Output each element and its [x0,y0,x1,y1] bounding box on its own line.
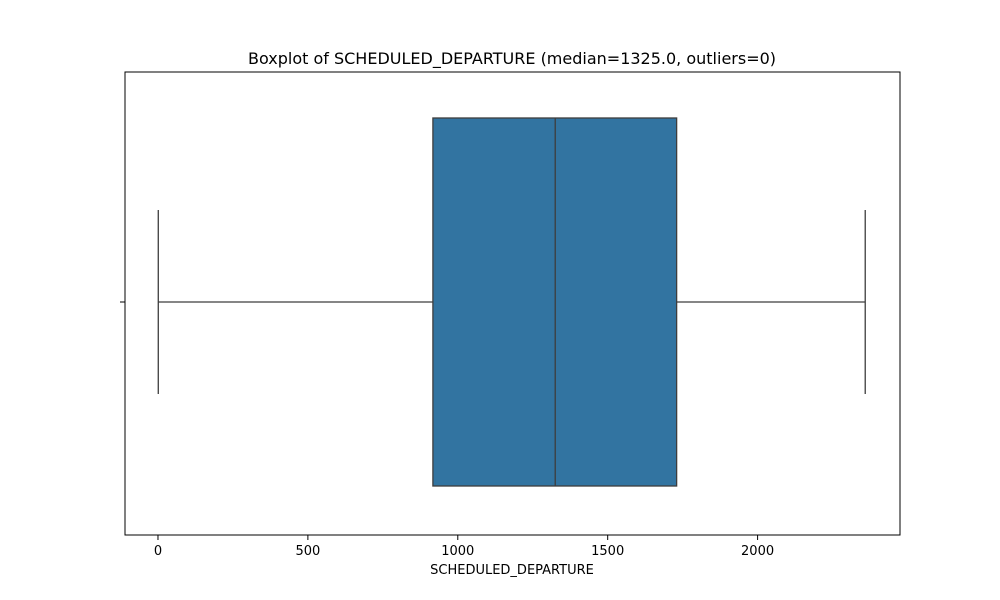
x-tick-label: 500 [295,544,320,559]
x-tick-label: 1500 [591,544,624,559]
x-axis-ticks: 0 500 1000 1500 2000 [154,535,774,559]
x-tick-label: 1000 [441,544,474,559]
x-tick-label: 0 [154,544,162,559]
plot-area [124,71,901,536]
x-axis-label: SCHEDULED_DEPARTURE [430,563,594,578]
x-tick-label: 2000 [741,544,774,559]
chart-title: Boxplot of SCHEDULED_DEPARTURE (median=1… [248,49,776,69]
